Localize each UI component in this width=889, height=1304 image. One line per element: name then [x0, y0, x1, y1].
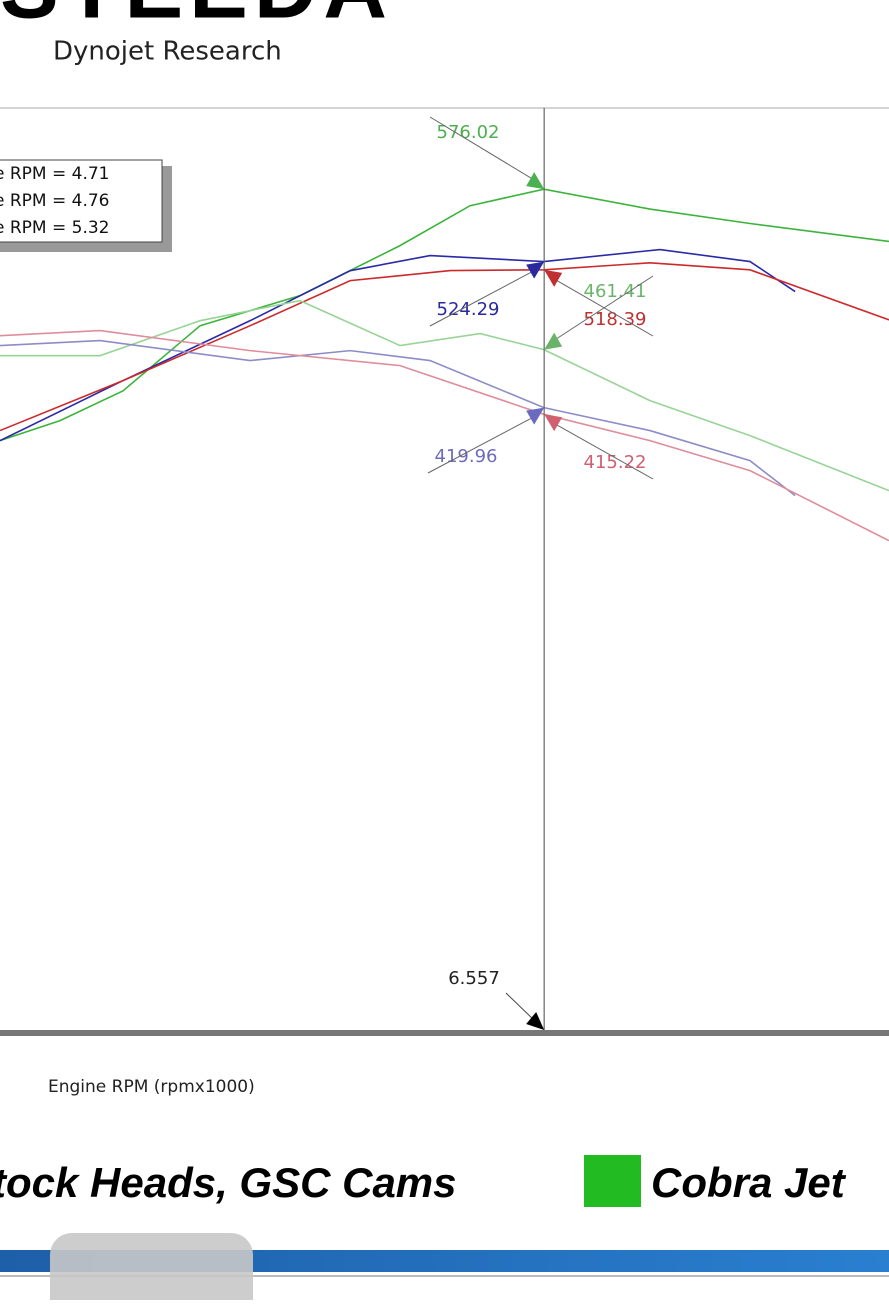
annotation-arrow: [429, 269, 537, 327]
x-axis: [0, 1030, 889, 1036]
series-line: [0, 248, 796, 442]
series-line: [0, 339, 796, 497]
annotation-arrow: [551, 277, 654, 337]
cursor-marker: [526, 407, 545, 425]
logo: STEEDA: [0, 0, 393, 36]
cursor-marker: [544, 414, 563, 432]
cursor-value-label: 419.96: [435, 446, 498, 467]
cursor-marker: [544, 332, 563, 350]
legend-entry: e RPM = 4.76: [0, 191, 110, 211]
annotation-arrow: [427, 415, 537, 474]
legend-entry: e RPM = 4.71: [0, 164, 110, 184]
cursor-value-label: 461.41: [584, 281, 647, 302]
annotation-arrow: [551, 421, 654, 480]
series-line: [0, 262, 889, 432]
footer-label: tock Heads, GSC Cams: [0, 1159, 457, 1206]
cursor-value-label: 576.02: [437, 122, 500, 143]
footer-swatch: [584, 1155, 641, 1207]
cursor-value-label: 524.29: [437, 299, 500, 320]
cursor-value-label: 518.39: [584, 309, 647, 330]
cursor-marker: [526, 261, 545, 279]
legend-box: [0, 159, 163, 243]
series-line: [0, 188, 889, 442]
cursor-marker: [526, 172, 545, 190]
cursor-marker: [544, 269, 563, 287]
series-line: [0, 299, 889, 492]
overlay-button[interactable]: [50, 1233, 253, 1304]
series-line: [0, 329, 889, 542]
x-axis-label: Engine RPM (rpmx1000): [48, 1077, 255, 1097]
legend-entry: e RPM = 5.32: [0, 218, 110, 238]
subtitle: Dynojet Research: [53, 37, 282, 67]
footer-label: Cobra Jet: [651, 1159, 847, 1206]
annotation-arrow: [429, 116, 537, 182]
cursor-label: 6.557: [448, 968, 500, 989]
cursor-arrowhead: [526, 1012, 545, 1030]
cursor-value-label: 415.22: [584, 452, 647, 473]
annotation-arrow: [551, 275, 654, 343]
